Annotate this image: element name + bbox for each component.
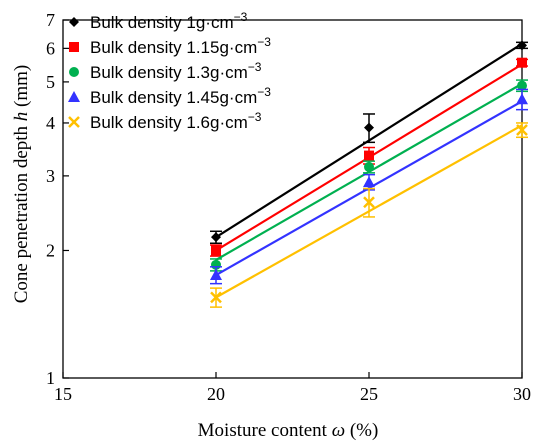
x-tick-label-3: 30 (513, 384, 531, 404)
legend-label-1: Bulk density 1.15g·cm−3 (90, 35, 271, 57)
x-axis-label-prefix: Moisture content (198, 420, 332, 441)
data-point-4-1 (363, 196, 375, 209)
series-4 (210, 122, 528, 308)
legend-marker-1 (69, 42, 79, 52)
y-axis-label-symbol: h (11, 112, 32, 122)
x-axis-label-symbol: ω (332, 420, 345, 441)
series-layer (210, 40, 528, 308)
legend-item-3: Bulk density 1.45g·cm−3 (68, 85, 271, 107)
series-0 (210, 40, 528, 245)
legend-marker-3 (68, 91, 80, 102)
legend-label-0: Bulk density 1g·cm−3 (90, 10, 248, 32)
data-point-3-0 (210, 269, 222, 281)
data-point-3-2 (516, 93, 528, 105)
x-axis-label-suffix: (%) (345, 420, 378, 441)
y-tick-label-0: 1 (46, 368, 55, 388)
legend-item-4: Bulk density 1.6g·cm−3 (68, 110, 262, 132)
y-axis-label-prefix: Cone penetration depth (11, 121, 32, 303)
legend-marker-4 (68, 116, 80, 128)
x-tick-label-1: 20 (207, 384, 225, 404)
legend-label-4: Bulk density 1.6g·cm−3 (90, 110, 262, 132)
legend-marker-2 (69, 67, 79, 77)
x-axis-label: Moisture content ω (%) (198, 420, 379, 441)
x-tick-label-0: 15 (54, 384, 72, 404)
data-point-4-2 (516, 124, 528, 136)
data-point-4-0 (210, 291, 222, 304)
plot-frame (62, 19, 523, 379)
x-tick-label-2: 25 (360, 384, 378, 404)
y-tick-label-4: 5 (46, 72, 55, 92)
data-point-2-2 (517, 80, 527, 91)
data-point-3-1 (363, 176, 375, 188)
y-tick-label-6: 7 (46, 10, 55, 30)
legend-item-1: Bulk density 1.15g·cm−3 (69, 35, 271, 57)
data-point-1-1 (364, 150, 374, 161)
legend-item-0: Bulk density 1g·cm−3 (69, 10, 248, 32)
legend-label-3: Bulk density 1.45g·cm−3 (90, 85, 271, 107)
y-tick-label-1: 2 (46, 240, 55, 260)
legend: Bulk density 1g·cm−3 Bulk density 1.15g·c… (68, 10, 271, 132)
data-point-2-1 (364, 161, 374, 172)
legend-item-2: Bulk density 1.3g·cm−3 (69, 60, 262, 82)
y-tick-label-2: 3 (46, 166, 55, 186)
data-point-0-2 (517, 40, 527, 51)
y-axis-label-suffix: (mm) (11, 65, 32, 112)
plot-axes: 15 20 25 30 1 2 3 4 5 6 7 (46, 10, 531, 404)
data-point-0-0 (211, 232, 221, 243)
series-1 (210, 57, 528, 257)
legend-marker-0 (69, 17, 79, 27)
y-axis-label: Cone penetration depth h (mm) (11, 65, 32, 304)
data-point-1-0 (211, 245, 221, 256)
data-point-0-1 (364, 122, 374, 133)
data-point-1-2 (517, 57, 527, 68)
y-tick-label-5: 6 (46, 38, 55, 58)
y-tick-label-3: 4 (46, 113, 55, 133)
legend-label-2: Bulk density 1.3g·cm−3 (90, 60, 262, 82)
